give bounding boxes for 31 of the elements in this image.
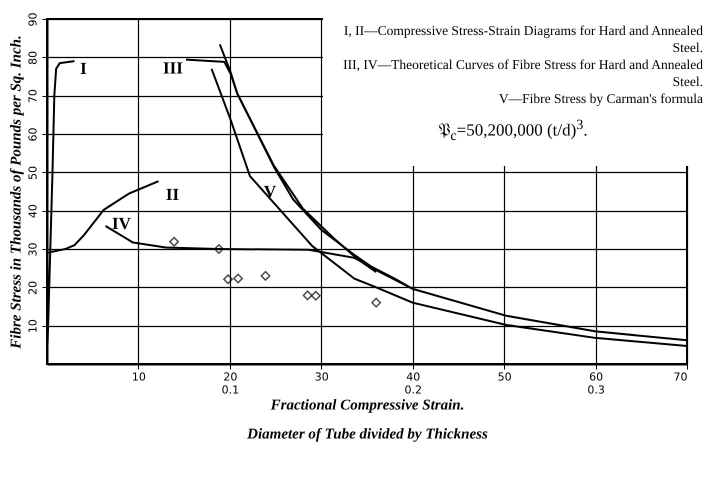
x-tick-label: 30 (314, 370, 329, 384)
annotation: V—Fibre Stress by Carman's formula (498, 90, 703, 107)
x-axis-title: Diameter of Tube divided by Thickness (246, 426, 488, 442)
x-tick-label: 50 (498, 370, 512, 384)
x-tick-label: 20 (223, 370, 238, 384)
x-tick-label: 40 (406, 370, 420, 384)
y-tick-label: 50 (26, 166, 40, 180)
x2-axis-title: Fractional Compressive Strain. (270, 398, 464, 414)
y-tick-label: 20 (26, 280, 40, 295)
y-tick-label: 90 (26, 12, 40, 26)
annotation: III, IV—Theoretical Curves of Fibre Stress for Hard and Annealed Steel. (342, 56, 703, 90)
y-tick-label: 80 (26, 50, 40, 65)
y-tick-label: 10 (26, 319, 40, 334)
y-tick-label: 60 (26, 128, 40, 142)
series-label: III (163, 58, 184, 78)
y-tick-label: 40 (26, 204, 40, 218)
y-tick-label: 30 (26, 242, 40, 256)
x-tick-label: 10 (132, 370, 146, 384)
y-axis-title: Fibre Stress in Thousands of Pounds per Sq. Inch. (8, 35, 24, 350)
y-tick-label: 70 (26, 89, 40, 104)
x2-tick-label: 0.2 (404, 384, 422, 396)
x2-tick-label: 0.3 (587, 384, 605, 396)
series-label: II (166, 185, 180, 204)
x2-tick-label: 0.1 (222, 384, 240, 396)
annotation: I, II—Compressive Stress-Strain Diagrams for Hard and Annealed Steel. (342, 22, 703, 56)
series-label: V (264, 182, 277, 202)
x-tick-label: 70 (674, 370, 688, 384)
annotation: 𝔓$_{c}$=50,200,000 (t/d)$^{3}$. (437, 117, 589, 146)
x-tick-label: 60 (589, 370, 604, 384)
series-label: I (80, 59, 88, 78)
series-label: IV (112, 214, 132, 233)
